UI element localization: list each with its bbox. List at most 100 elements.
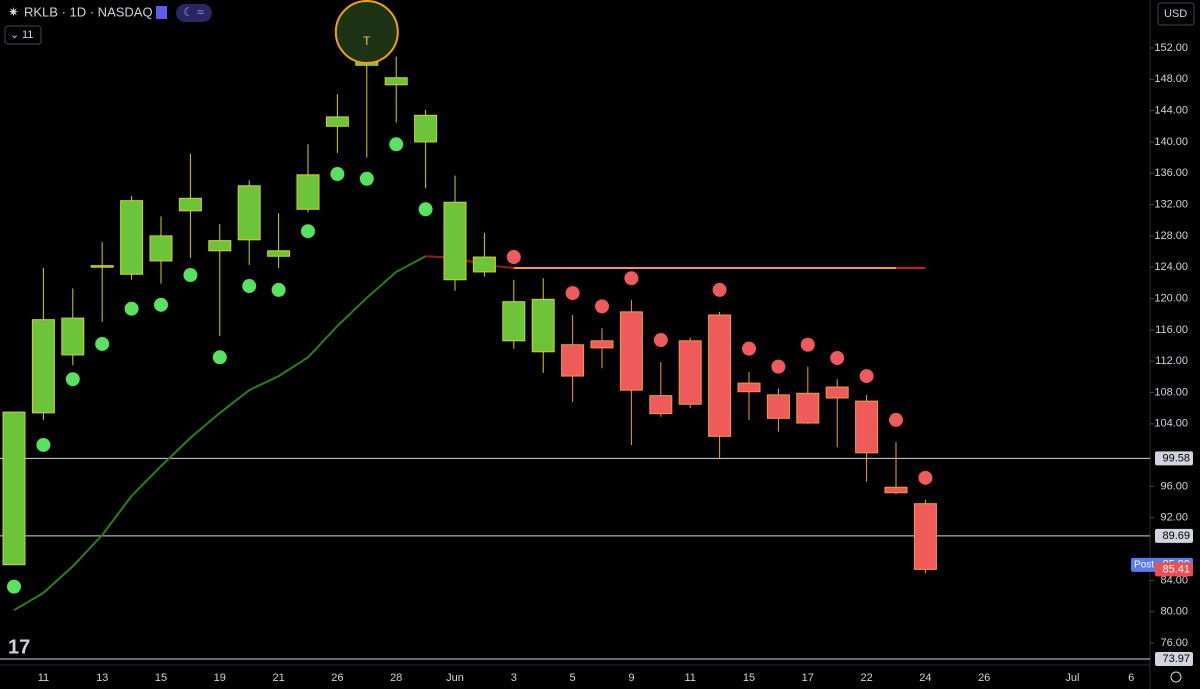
symbol-icon: ✷ [8, 4, 19, 19]
price-label: 85.41 [1162, 563, 1190, 575]
x-tick-label: 6 [1128, 672, 1134, 684]
sar-dot [712, 282, 727, 297]
currency-box[interactable] [1157, 2, 1195, 26]
candle-body [149, 235, 173, 262]
candle-body [296, 174, 320, 210]
candle-body [2, 411, 26, 566]
post-tag-box [1131, 557, 1157, 572]
moon-icon: ☾ ≈ [183, 5, 204, 19]
sar-dot [653, 333, 668, 348]
sar-dot [565, 286, 580, 301]
y-tick-label: 112.00 [1155, 355, 1188, 367]
candle-body [178, 197, 202, 212]
x-tick-label: 17 [802, 672, 814, 684]
x-tick-label: 13 [96, 672, 108, 684]
session-badge[interactable] [176, 4, 212, 22]
sar-dot [742, 341, 756, 356]
price-label: 99.58 [1162, 452, 1190, 464]
price-label-box [1155, 651, 1193, 666]
candle-body [737, 382, 761, 393]
x-tick-label: 11 [684, 672, 695, 684]
sar-dot [506, 250, 521, 265]
indicator-box[interactable] [4, 25, 42, 45]
sar-dot [154, 297, 168, 312]
sar-dot [800, 337, 815, 352]
y-tick-label: 140.00 [1154, 136, 1188, 148]
x-tick-label: 22 [860, 672, 872, 684]
x-tick-label: 9 [628, 672, 634, 684]
x-tick-label: Jun [446, 672, 464, 684]
candle-body [766, 394, 790, 419]
candle-body [708, 314, 732, 437]
chevron: ⌄ [10, 29, 19, 41]
price-label: 73.97 [1162, 653, 1190, 665]
x-tick-label: 5 [570, 672, 576, 684]
x-tick-label: 19 [214, 672, 226, 684]
sar-dot [242, 279, 257, 294]
y-tick-label: 148.00 [1154, 73, 1188, 85]
candle-body [502, 301, 526, 342]
sar-dot [830, 351, 845, 366]
post-tag: Post [1134, 559, 1154, 570]
candle-body [590, 340, 614, 349]
candle-body [120, 200, 144, 275]
sar-dot [183, 268, 198, 283]
price-label-box [1155, 528, 1193, 543]
candle-body [208, 240, 232, 252]
y-tick-label: 84.00 [1160, 574, 1188, 586]
y-tick-label: 108.00 [1154, 386, 1188, 398]
y-tick-label: 120.00 [1154, 292, 1188, 304]
candle-body [31, 319, 55, 414]
candle-body [267, 250, 291, 257]
x-tick-label: 15 [743, 672, 755, 684]
sar-dot [330, 167, 345, 182]
x-tick-label: 24 [919, 672, 931, 684]
x-tick-label: 26 [978, 672, 990, 684]
y-tick-label: 144.00 [1154, 105, 1188, 117]
y-tick-label: 124.00 [1154, 261, 1188, 273]
settings-icon[interactable] [1170, 671, 1182, 683]
earnings-label: T [363, 34, 371, 48]
sar-dot [124, 301, 139, 316]
sar-dot [624, 271, 639, 286]
candle-body [913, 503, 937, 570]
flag-icon[interactable] [156, 6, 167, 19]
candle-body [531, 298, 555, 353]
candle-body [561, 344, 585, 377]
sar-dot [918, 470, 933, 485]
candle-body [472, 256, 496, 273]
indicator-label: 11 [22, 29, 33, 41]
x-tick-label: 3 [511, 672, 517, 684]
indicator-line [425, 255, 514, 269]
price-label-box [1155, 562, 1193, 577]
y-tick-label: 104.00 [1154, 418, 1188, 430]
candle-body [678, 340, 702, 405]
sar-dot [36, 437, 51, 452]
sar-dot [271, 282, 286, 297]
y-tick-label: 132.00 [1154, 198, 1188, 210]
x-tick-label: 28 [390, 672, 402, 684]
earnings-marker [334, 0, 399, 64]
candle-body [443, 201, 467, 281]
chart-title[interactable]: RKLB · 1D · NASDAQ [24, 4, 153, 19]
candle-body [855, 400, 879, 454]
candle-body [384, 77, 408, 86]
y-tick-label: 128.00 [1154, 230, 1188, 242]
candle-body [90, 265, 114, 268]
sar-dot [212, 350, 227, 365]
sar-dot [859, 369, 874, 384]
currency[interactable]: USD [1164, 8, 1187, 20]
sar-dot [7, 579, 21, 594]
price-label-box [1155, 451, 1193, 466]
candle-body [619, 311, 643, 391]
sar-dot [95, 336, 110, 351]
sar-dot [65, 372, 80, 387]
sar-dot [359, 171, 374, 186]
logo[interactable]: 17 [8, 636, 30, 658]
candle-body [884, 486, 908, 494]
y-tick-label: 76.00 [1160, 637, 1188, 649]
y-tick-label: 136.00 [1154, 167, 1188, 179]
x-tick-label: 15 [155, 672, 167, 684]
sar-dot [595, 299, 609, 314]
